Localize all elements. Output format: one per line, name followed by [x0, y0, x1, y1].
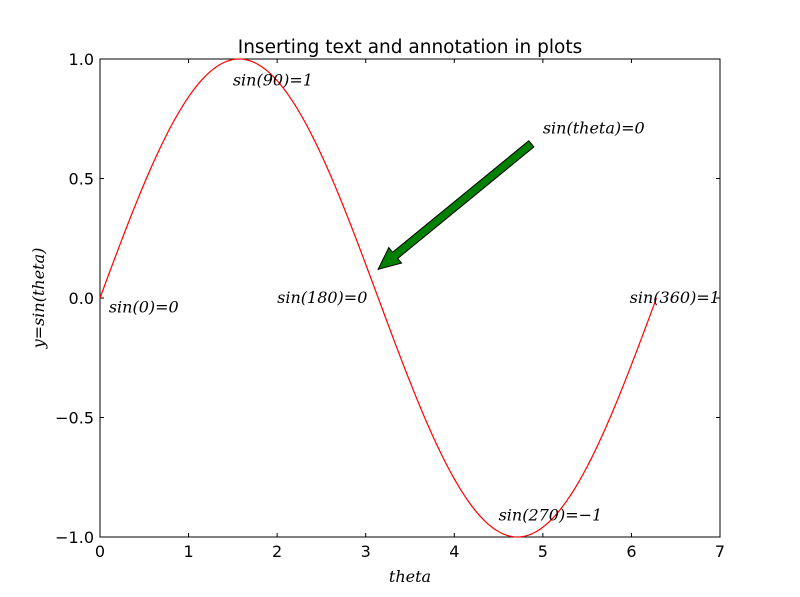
series-line: [99, 58, 658, 538]
arrow-annotation: sin(theta)=0: [377, 118, 645, 271]
x-tick-label: 7: [715, 542, 725, 561]
arrow-label: sin(theta)=0: [543, 118, 645, 137]
annotation-arrow: [377, 140, 535, 271]
y-axis-ticks: −1.0 −0.5 0.0 0.5 1.0: [55, 50, 720, 547]
x-tick-label: 4: [449, 542, 459, 561]
annotation-label: sin(90)=1: [233, 71, 313, 90]
plot-area: [99, 58, 721, 538]
x-tick-label: 1: [183, 542, 193, 561]
annotation-label: sin(270)=−1: [499, 505, 603, 524]
y-tick-label: −1.0: [55, 528, 94, 547]
annotation-label: sin(180)=0: [277, 288, 367, 307]
text-annotations: sin(0)=0 sin(90)=1 sin(180)=0 sin(270)=−1 si…: [109, 71, 720, 525]
y-tick-label: 0.0: [69, 289, 94, 308]
x-tick-label: 3: [361, 542, 371, 561]
x-axis-label: theta: [389, 567, 431, 586]
y-tick-label: 1.0: [69, 50, 94, 69]
chart-title: Inserting text and annotation in plots: [238, 37, 582, 58]
y-tick-label: 0.5: [69, 170, 94, 189]
annotation-label: sin(360)=1: [630, 288, 720, 307]
y-axis-label: y=sin(theta): [29, 248, 48, 350]
x-tick-label: 0: [95, 542, 105, 561]
x-axis-ticks: 0 1 2 3 4 5 6 7: [95, 59, 725, 561]
y-tick-label: −0.5: [55, 409, 94, 428]
x-tick-label: 2: [272, 542, 282, 561]
x-tick-label: 6: [626, 542, 636, 561]
x-tick-label: 5: [538, 542, 548, 561]
annotation-label: sin(0)=0: [109, 298, 179, 317]
